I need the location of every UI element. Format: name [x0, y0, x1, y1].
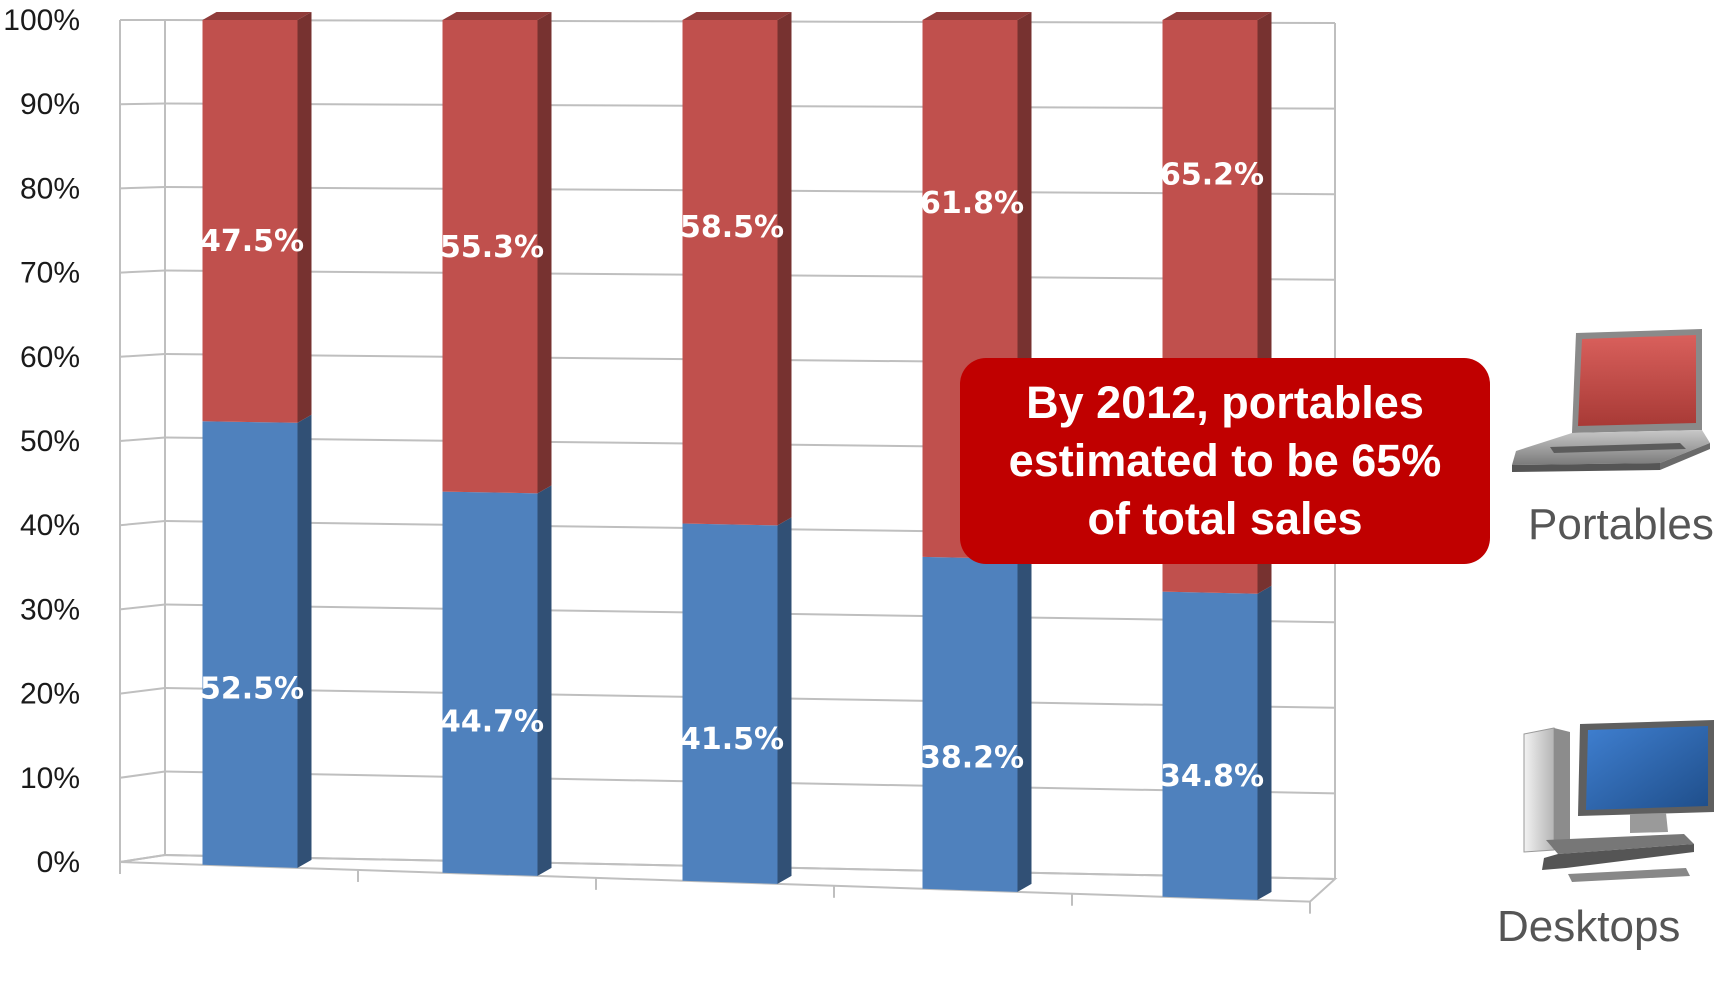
- bar-segment-desktops: [682, 523, 778, 884]
- y-tick-label: 10%: [20, 762, 80, 795]
- legend-label-desktops: Desktops: [1497, 902, 1681, 951]
- bar-top: [682, 12, 792, 20]
- y-axis-tick-labels: 0% 10% 20% 30% 40% 50% 60% 70% 80% 90% 100%: [3, 4, 80, 879]
- floor: [119, 853, 1338, 903]
- data-label-portables: 58.5%: [680, 210, 784, 245]
- y-tick-label: 40%: [20, 509, 80, 542]
- bar-side-desktops: [1257, 585, 1272, 900]
- laptop-icon: [1512, 329, 1710, 472]
- gridline-side: [119, 687, 166, 695]
- bar-side-portables: [297, 12, 312, 423]
- bar-top: [1162, 12, 1272, 20]
- data-label-desktops: 44.7%: [440, 705, 544, 740]
- legend-label-portables: Portables: [1528, 500, 1714, 549]
- gridline-side: [119, 603, 166, 611]
- gridline-side: [119, 186, 166, 190]
- bar-segment-portables: [442, 20, 538, 494]
- callout-annotation: By 2012, portables estimated to be 65% o…: [960, 358, 1490, 564]
- data-label-desktops: 52.5%: [200, 672, 304, 707]
- bar-segment-desktops: [202, 421, 298, 868]
- gridline-side: [119, 520, 166, 527]
- callout-line-1: By 2012, portables: [1026, 377, 1424, 428]
- data-labels: 52.5% 47.5% 44.7% 55.3% 41.5% 58.5% 38.2% 61.8%…: [200, 158, 1264, 794]
- data-label-portables: 61.8%: [920, 186, 1024, 221]
- data-label-portables: 55.3%: [440, 230, 544, 265]
- y-tick-label: 30%: [20, 593, 80, 626]
- bar-segment-portables: [682, 20, 778, 526]
- data-label-desktops: 34.8%: [1160, 759, 1264, 794]
- y-tick-label: 60%: [20, 341, 80, 374]
- y-tick-label: 80%: [20, 172, 80, 205]
- callout-line-3: of total sales: [1087, 493, 1363, 544]
- gridline-side: [119, 436, 166, 442]
- gridline-side: [119, 770, 166, 779]
- y-tick-label: 100%: [3, 4, 80, 37]
- bar-side-desktops: [1017, 550, 1032, 892]
- y-tick-label: 20%: [20, 678, 80, 711]
- bar-side-desktops: [537, 485, 552, 876]
- bar-side-desktops: [297, 414, 312, 868]
- bar-side-portables: [777, 12, 792, 526]
- y-tick-label: 0%: [37, 846, 80, 879]
- data-label-desktops: 41.5%: [680, 722, 784, 757]
- callout-line-2: estimated to be 65%: [1008, 435, 1442, 486]
- data-label-desktops: 38.2%: [920, 740, 1024, 775]
- y-tick-label: 50%: [20, 425, 80, 458]
- gridline-side: [119, 269, 166, 274]
- bar-top: [202, 12, 312, 20]
- bar-side-desktops: [777, 517, 792, 884]
- bar-side-portables: [537, 12, 552, 494]
- y-tick-label: 90%: [20, 88, 80, 121]
- gridline-side: [119, 353, 166, 358]
- data-label-portables: 65.2%: [1160, 158, 1264, 193]
- gridline-side: [119, 102, 166, 106]
- bar-segment-portables: [202, 20, 298, 423]
- y-tick-label: 70%: [20, 257, 80, 290]
- data-label-portables: 47.5%: [200, 224, 304, 259]
- bar-top: [442, 12, 552, 20]
- bar-segment-desktops: [442, 491, 538, 876]
- desktop-computer-icon: [1523, 720, 1714, 882]
- bar-segment-desktops: [922, 556, 1018, 892]
- bar-top: [922, 12, 1032, 20]
- bar-segment-desktops: [1162, 591, 1258, 900]
